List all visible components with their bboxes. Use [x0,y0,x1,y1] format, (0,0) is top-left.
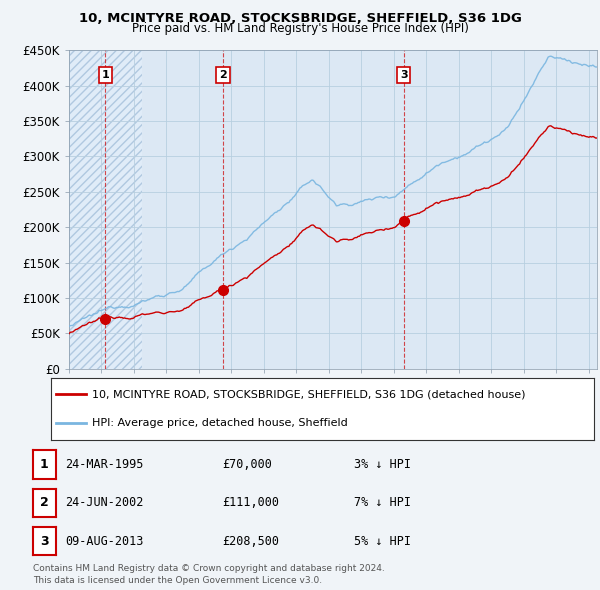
Text: 3: 3 [400,70,407,80]
Text: 24-JUN-2002: 24-JUN-2002 [65,496,143,510]
Text: HPI: Average price, detached house, Sheffield: HPI: Average price, detached house, Shef… [92,418,347,428]
Text: 1: 1 [40,458,49,471]
Text: 5% ↓ HPI: 5% ↓ HPI [354,535,411,548]
Text: 2: 2 [219,70,227,80]
Text: 10, MCINTYRE ROAD, STOCKSBRIDGE, SHEFFIELD, S36 1DG: 10, MCINTYRE ROAD, STOCKSBRIDGE, SHEFFIE… [79,12,521,25]
Text: 24-MAR-1995: 24-MAR-1995 [65,458,143,471]
Text: £208,500: £208,500 [222,535,279,548]
Text: 7% ↓ HPI: 7% ↓ HPI [354,496,411,510]
Text: 10, MCINTYRE ROAD, STOCKSBRIDGE, SHEFFIELD, S36 1DG (detached house): 10, MCINTYRE ROAD, STOCKSBRIDGE, SHEFFIE… [92,389,525,399]
Text: 09-AUG-2013: 09-AUG-2013 [65,535,143,548]
Text: Price paid vs. HM Land Registry's House Price Index (HPI): Price paid vs. HM Land Registry's House … [131,22,469,35]
Text: Contains HM Land Registry data © Crown copyright and database right 2024.
This d: Contains HM Land Registry data © Crown c… [33,565,385,585]
Text: £70,000: £70,000 [222,458,272,471]
Text: 1: 1 [101,70,109,80]
Text: 3: 3 [40,535,49,548]
Text: 3% ↓ HPI: 3% ↓ HPI [354,458,411,471]
Text: £111,000: £111,000 [222,496,279,510]
Text: 2: 2 [40,496,49,510]
